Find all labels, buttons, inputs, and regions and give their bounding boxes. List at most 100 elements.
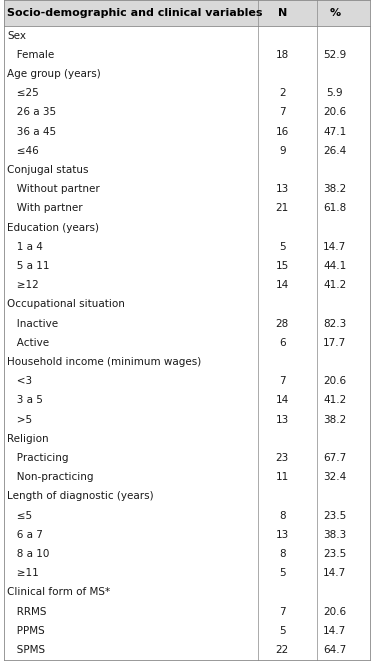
Text: 6: 6 xyxy=(279,338,286,348)
Text: 14.7: 14.7 xyxy=(323,568,346,578)
Text: 17.7: 17.7 xyxy=(323,338,346,348)
Text: 47.1: 47.1 xyxy=(323,127,346,137)
Bar xyxy=(4,544,370,564)
Text: 9: 9 xyxy=(279,146,286,156)
Bar xyxy=(4,602,370,621)
Text: 14: 14 xyxy=(276,395,289,405)
Text: Inactive: Inactive xyxy=(7,319,58,329)
Text: 2: 2 xyxy=(279,88,286,98)
Bar xyxy=(4,257,370,276)
Bar xyxy=(4,314,370,333)
Text: 7: 7 xyxy=(279,376,286,387)
Text: Occupational situation: Occupational situation xyxy=(7,300,125,310)
Text: 14.7: 14.7 xyxy=(323,626,346,636)
Text: 28: 28 xyxy=(276,319,289,329)
Bar xyxy=(4,45,370,64)
Text: ≥12: ≥12 xyxy=(7,280,39,290)
Text: 38.2: 38.2 xyxy=(323,414,346,424)
Text: 23.5: 23.5 xyxy=(323,511,346,520)
Text: Religion: Religion xyxy=(7,434,49,444)
Bar xyxy=(4,640,370,660)
Text: 1 a 4: 1 a 4 xyxy=(7,242,43,252)
Text: Clinical form of MS*: Clinical form of MS* xyxy=(7,587,110,597)
Bar xyxy=(4,218,370,237)
Text: Length of diagnostic (years): Length of diagnostic (years) xyxy=(7,491,154,501)
Text: 13: 13 xyxy=(276,184,289,194)
Bar xyxy=(4,583,370,602)
Text: <3: <3 xyxy=(7,376,32,387)
Bar xyxy=(4,160,370,180)
Text: 15: 15 xyxy=(276,261,289,271)
Bar xyxy=(4,564,370,583)
Text: 52.9: 52.9 xyxy=(323,50,346,60)
Text: 11: 11 xyxy=(276,472,289,482)
Text: Sex: Sex xyxy=(7,30,26,40)
Text: 61.8: 61.8 xyxy=(323,204,346,213)
Text: ≥11: ≥11 xyxy=(7,568,39,578)
Text: 20.6: 20.6 xyxy=(323,376,346,387)
Bar xyxy=(4,448,370,467)
Text: 5: 5 xyxy=(279,242,286,252)
Bar xyxy=(4,295,370,314)
Text: ≤25: ≤25 xyxy=(7,88,39,98)
Text: 20.6: 20.6 xyxy=(323,107,346,117)
Text: >5: >5 xyxy=(7,414,32,424)
Text: 16: 16 xyxy=(276,127,289,137)
Bar xyxy=(4,467,370,487)
Text: 5: 5 xyxy=(279,626,286,636)
Text: 13: 13 xyxy=(276,530,289,540)
Bar xyxy=(4,371,370,391)
Text: 8: 8 xyxy=(279,549,286,559)
Text: 38.2: 38.2 xyxy=(323,184,346,194)
Text: 5.9: 5.9 xyxy=(327,88,343,98)
Bar xyxy=(4,429,370,448)
Text: 14: 14 xyxy=(276,280,289,290)
Text: 38.3: 38.3 xyxy=(323,530,346,540)
Bar xyxy=(4,103,370,122)
Bar xyxy=(4,122,370,141)
Text: 23.5: 23.5 xyxy=(323,549,346,559)
Text: SPMS: SPMS xyxy=(7,645,45,655)
Bar xyxy=(4,333,370,353)
Text: Household income (minimum wages): Household income (minimum wages) xyxy=(7,357,201,367)
Text: 7: 7 xyxy=(279,107,286,117)
Text: Without partner: Without partner xyxy=(7,184,100,194)
Text: 82.3: 82.3 xyxy=(323,319,346,329)
Text: 64.7: 64.7 xyxy=(323,645,346,655)
Text: 41.2: 41.2 xyxy=(323,395,346,405)
Text: 44.1: 44.1 xyxy=(323,261,346,271)
Text: 8 a 10: 8 a 10 xyxy=(7,549,49,559)
Bar xyxy=(4,64,370,84)
Text: 26 a 35: 26 a 35 xyxy=(7,107,56,117)
Text: 67.7: 67.7 xyxy=(323,453,346,463)
Bar xyxy=(4,26,370,45)
Text: 6 a 7: 6 a 7 xyxy=(7,530,43,540)
Text: Active: Active xyxy=(7,338,49,348)
Text: With partner: With partner xyxy=(7,204,83,213)
Text: 5: 5 xyxy=(279,568,286,578)
Bar xyxy=(4,84,370,103)
Text: 3 a 5: 3 a 5 xyxy=(7,395,43,405)
Text: Education (years): Education (years) xyxy=(7,223,99,233)
Text: ≤46: ≤46 xyxy=(7,146,39,156)
Bar xyxy=(4,487,370,506)
Text: %: % xyxy=(329,8,340,18)
Bar xyxy=(4,410,370,429)
Bar xyxy=(4,180,370,199)
Bar xyxy=(4,0,370,26)
Text: 21: 21 xyxy=(276,204,289,213)
Bar xyxy=(4,237,370,257)
Text: 8: 8 xyxy=(279,511,286,520)
Bar xyxy=(4,506,370,525)
Text: 22: 22 xyxy=(276,645,289,655)
Text: 18: 18 xyxy=(276,50,289,60)
Text: 41.2: 41.2 xyxy=(323,280,346,290)
Text: 20.6: 20.6 xyxy=(323,607,346,617)
Text: 14.7: 14.7 xyxy=(323,242,346,252)
Text: Non-practicing: Non-practicing xyxy=(7,472,94,482)
Text: N: N xyxy=(278,8,287,18)
Text: 32.4: 32.4 xyxy=(323,472,346,482)
Text: Age group (years): Age group (years) xyxy=(7,69,101,79)
Text: PPMS: PPMS xyxy=(7,626,45,636)
Text: ≤5: ≤5 xyxy=(7,511,32,520)
